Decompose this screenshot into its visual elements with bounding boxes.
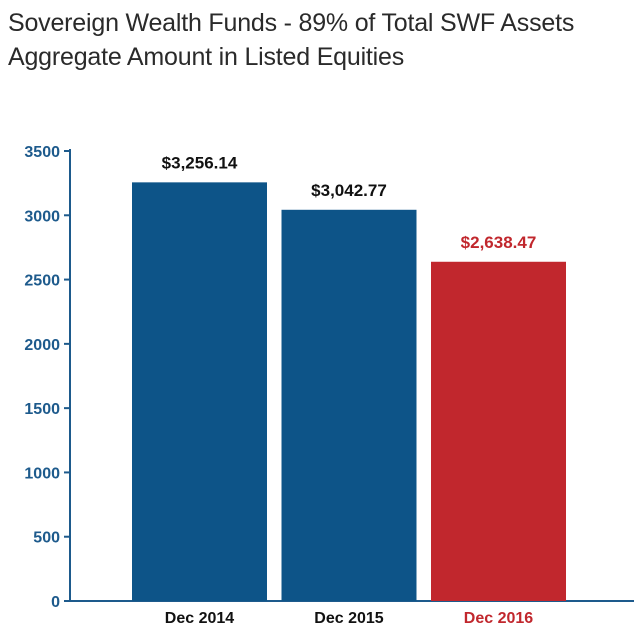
y-tick-label: 3000 [24, 208, 60, 225]
y-tick-label: 2000 [24, 337, 60, 354]
y-tick-label: 1500 [24, 401, 60, 418]
bar [281, 209, 417, 601]
x-tick-label: Dec 2016 [464, 610, 533, 627]
y-tick-label: 0 [51, 594, 60, 611]
data-label: $3,042.77 [311, 181, 387, 200]
y-tick-label: 2500 [24, 273, 60, 290]
y-tick-label: 1000 [24, 465, 60, 482]
chart-subtitle: Aggregate Amount in Listed Equities [8, 43, 405, 71]
x-tick-label: Dec 2015 [314, 610, 383, 627]
bar [132, 182, 267, 601]
x-tick-label: Dec 2014 [165, 610, 234, 627]
y-tick-label: 3500 [24, 144, 60, 161]
y-tick-label: 500 [33, 530, 60, 547]
data-label: $2,638.47 [461, 233, 537, 252]
chart-title-block: Sovereign Wealth Funds - 89% of Total SW… [8, 6, 574, 74]
data-label: $3,256.14 [162, 153, 238, 172]
bar [431, 261, 566, 601]
chart-title: Sovereign Wealth Funds - 89% of Total SW… [8, 9, 575, 37]
